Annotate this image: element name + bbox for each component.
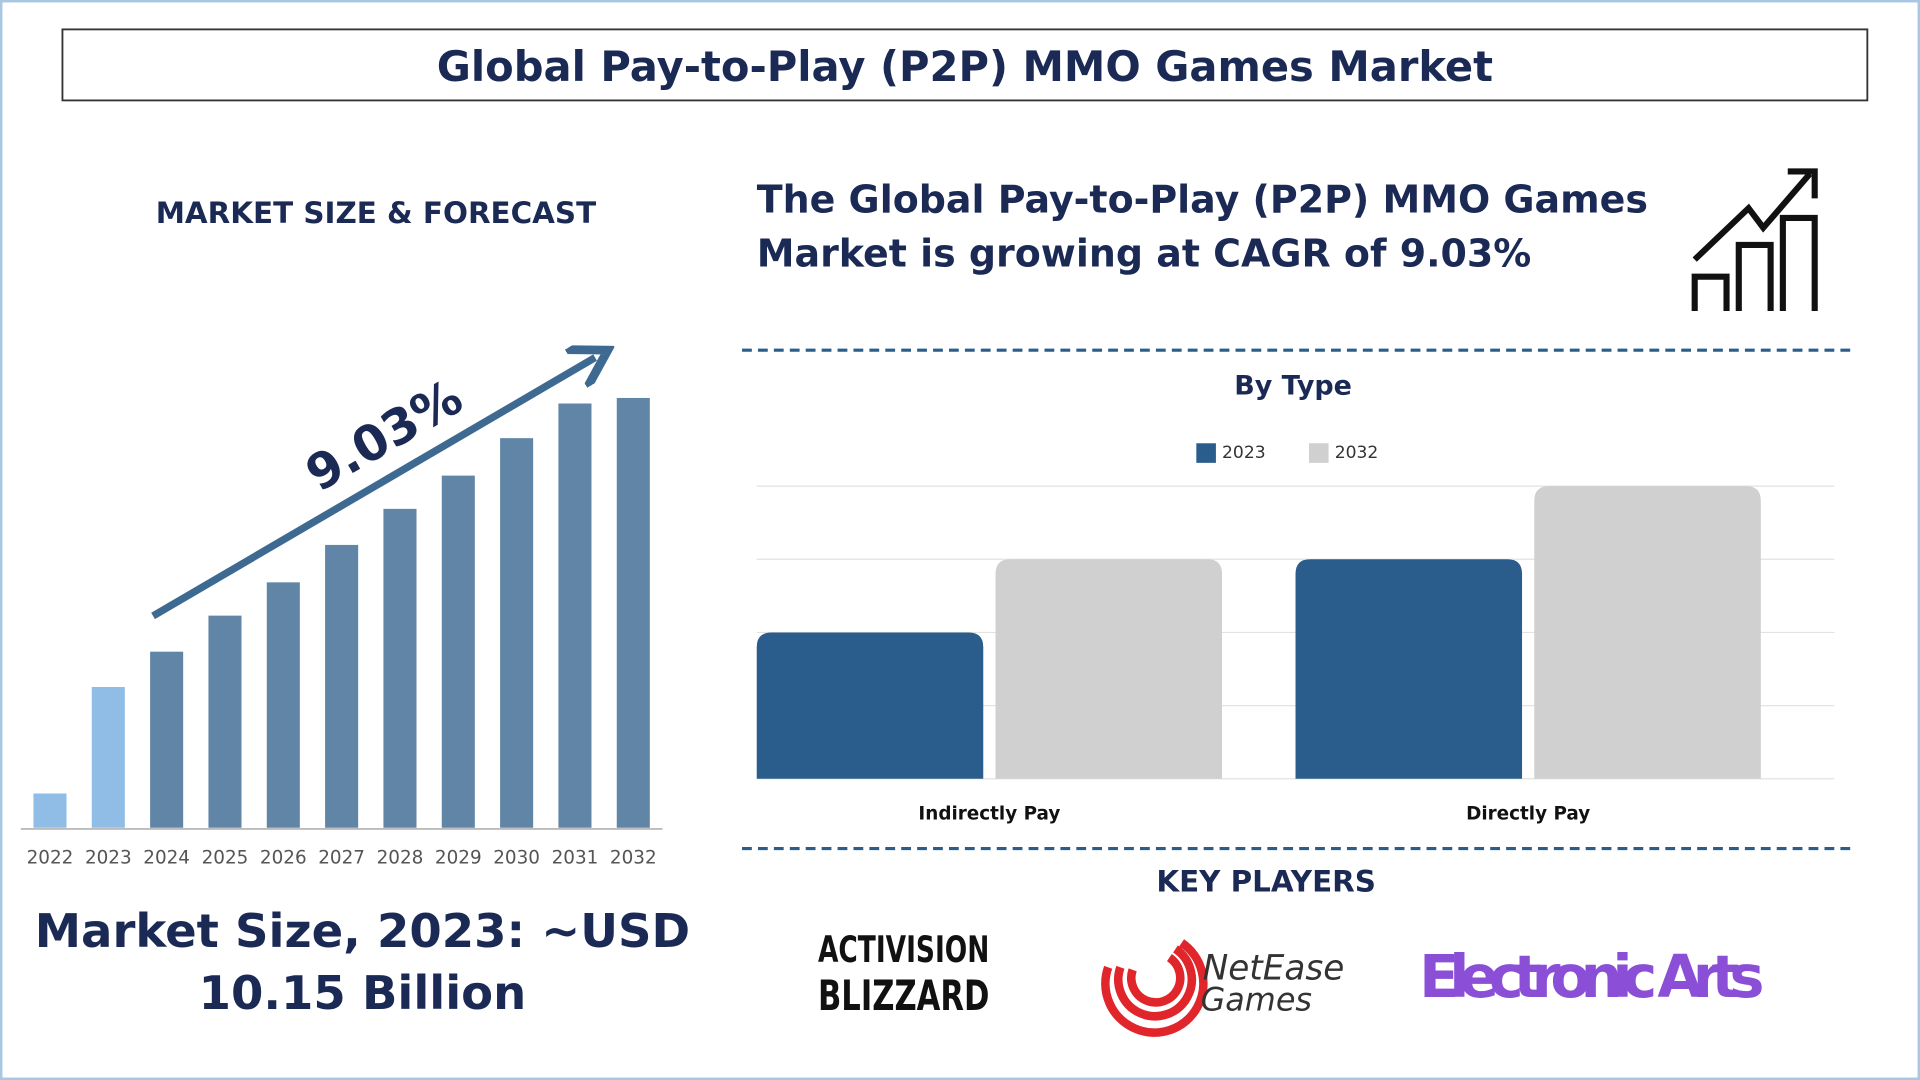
chart-title: By Type <box>1234 370 1352 401</box>
bar <box>1534 486 1761 779</box>
bar <box>208 615 242 828</box>
x-tick-label: 2026 <box>260 847 307 868</box>
section-heading: MARKET SIZE & FORECAST <box>156 196 596 230</box>
key-players-heading: KEY PLAYERS <box>1156 864 1376 898</box>
bar <box>266 582 300 828</box>
market-size: Market Size, 2023: ~USD <box>35 904 690 958</box>
legend-swatch <box>1196 443 1216 463</box>
key-player-logo: Electronic Arts <box>1419 942 1764 1011</box>
bar <box>616 397 650 828</box>
bar <box>91 687 125 828</box>
market-size: 10.15 Billion <box>199 966 527 1020</box>
bar <box>995 559 1223 779</box>
netease-icon <box>1101 939 1208 1037</box>
x-tick-label: 2031 <box>552 847 599 868</box>
bar <box>558 403 592 828</box>
trend-arrow <box>151 358 595 620</box>
bar <box>1295 559 1523 779</box>
headline: Market is growing at CAGR of 9.03% <box>757 231 1532 275</box>
key-player-logo: BLIZZARD <box>818 971 989 1020</box>
x-tick-label: 2032 <box>610 847 657 868</box>
bar <box>500 438 534 828</box>
headline: The Global Pay-to-Play (P2P) MMO Games <box>757 178 1648 222</box>
x-tick-label: 2023 <box>85 847 132 868</box>
x-tick-label: 2030 <box>493 847 540 868</box>
bar <box>150 651 184 828</box>
bar <box>383 508 417 828</box>
x-tick-label: Indirectly Pay <box>918 803 1060 824</box>
title-box <box>61 28 1869 102</box>
x-tick-label: 2024 <box>143 847 190 868</box>
x-tick-label: 2027 <box>318 847 365 868</box>
key-player-logo: ACTIVISION <box>818 928 989 971</box>
legend-label: 2032 <box>1335 443 1379 463</box>
x-tick-label: 2029 <box>435 847 482 868</box>
x-tick-label: 2025 <box>202 847 249 868</box>
key-player-logo: Games <box>1201 981 1312 1019</box>
bar <box>756 632 984 779</box>
x-tick-label: 2028 <box>377 847 424 868</box>
x-tick-label: 2022 <box>27 847 74 868</box>
bar <box>441 475 475 828</box>
growth-icon <box>1691 168 1818 312</box>
title: Global Pay-to-Play (P2P) MMO Games Marke… <box>437 42 1493 91</box>
legend-swatch <box>1308 443 1329 463</box>
x-tick-label: Directly Pay <box>1466 803 1590 824</box>
bar <box>33 793 67 828</box>
legend-label: 2023 <box>1222 443 1266 463</box>
key-player-logo: NetEase <box>1203 948 1345 988</box>
bar <box>325 544 359 828</box>
